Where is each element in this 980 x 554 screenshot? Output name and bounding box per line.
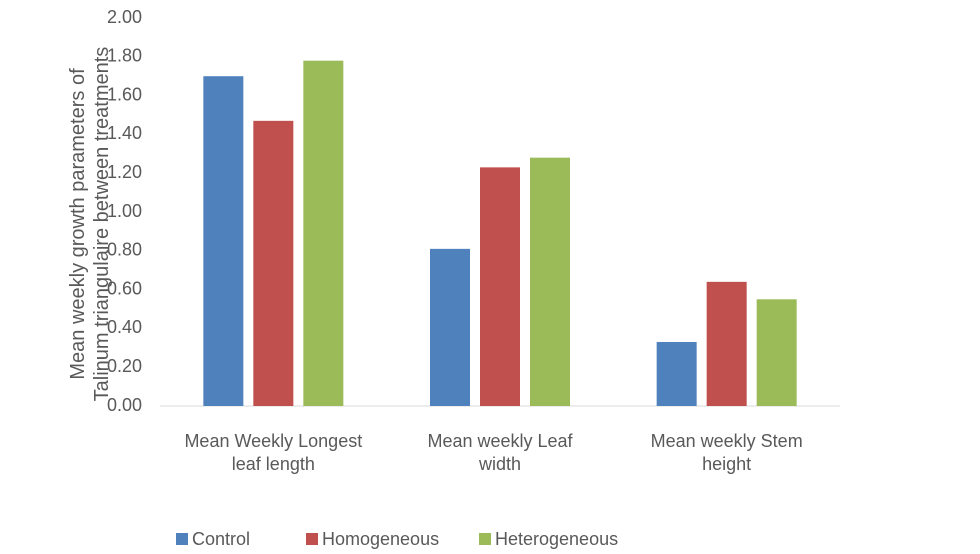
y-tick-label: 2.00 <box>107 7 142 27</box>
y-tick-label: 0.00 <box>107 395 142 415</box>
y-tick-label: 1.20 <box>107 162 142 182</box>
y-tick-label: 0.40 <box>107 317 142 337</box>
bar <box>253 120 294 406</box>
y-tick-label: 1.00 <box>107 201 142 221</box>
legend-label: Homogeneous <box>322 529 439 549</box>
y-tick-label: 0.80 <box>107 240 142 260</box>
legend-swatch <box>479 533 491 545</box>
bar <box>706 281 747 406</box>
bar <box>203 76 244 406</box>
bar <box>530 157 570 406</box>
x-tick-label: Mean Weekly Longest leaf length <box>184 431 363 474</box>
y-tick-label: 1.60 <box>107 84 142 104</box>
legend-label: Control <box>192 529 250 549</box>
y-axis-title: Mean weekly growth parameters of Talinum… <box>67 46 113 402</box>
y-tick-label: 0.60 <box>107 278 142 298</box>
legend-label: Heterogeneous <box>495 529 618 549</box>
y-tick-label: 0.20 <box>107 356 142 376</box>
legend-swatch <box>306 533 318 545</box>
legend-swatch <box>176 533 188 545</box>
bar <box>756 299 797 406</box>
bar <box>303 60 344 407</box>
bar <box>656 341 697 406</box>
bar <box>480 167 520 406</box>
bar <box>430 248 470 406</box>
y-tick-label: 1.40 <box>107 123 142 143</box>
x-tick-label: Mean weekly Stem height <box>650 431 803 474</box>
y-tick-label: 1.80 <box>107 46 142 66</box>
x-tick-label: Mean weekly Leaf width <box>427 431 573 474</box>
